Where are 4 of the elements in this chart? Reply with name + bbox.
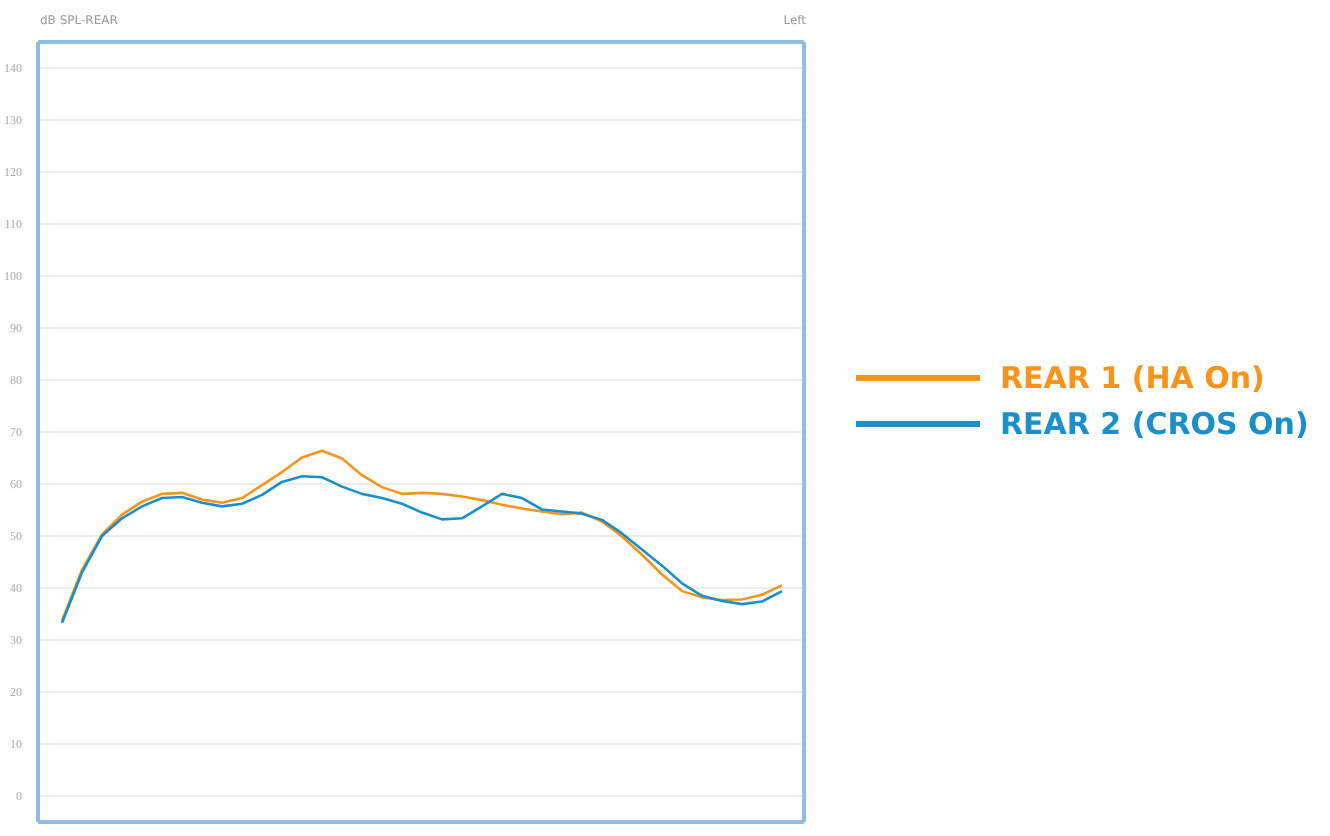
line-series xyxy=(60,449,784,623)
legend-label: REAR 2 (CROS On) xyxy=(1000,406,1309,442)
legend-label: REAR 1 (HA On) xyxy=(1000,360,1265,396)
line-series xyxy=(60,474,784,625)
